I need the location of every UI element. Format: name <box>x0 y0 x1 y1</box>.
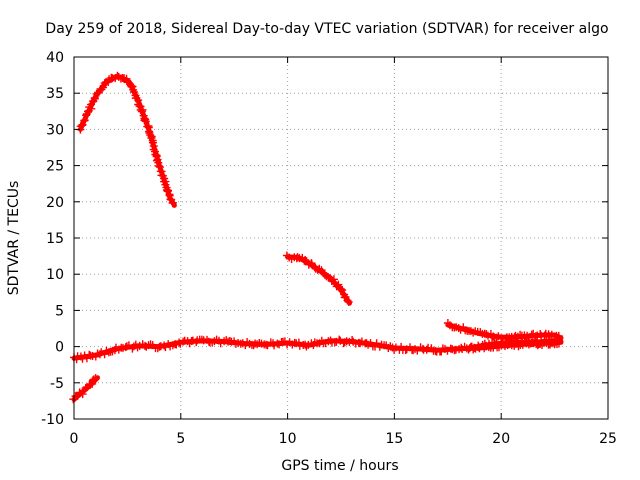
y-tick-label: 15 <box>46 231 64 247</box>
x-tick-label: 0 <box>70 431 79 447</box>
y-tick-label: -5 <box>50 376 64 392</box>
data-series-sat-a <box>76 71 177 208</box>
series-points <box>282 251 353 306</box>
grid <box>74 57 608 419</box>
x-tick-label: 25 <box>599 431 617 447</box>
series-points <box>69 374 100 404</box>
x-axis-label: GPS time / hours <box>281 458 398 474</box>
data-series-sat-c <box>70 335 564 364</box>
data-series-sat-b <box>69 374 100 404</box>
x-tick-label: 20 <box>492 431 510 447</box>
series-points <box>70 335 563 364</box>
x-tick-label: 5 <box>176 431 185 447</box>
x-tick-label: 15 <box>385 431 403 447</box>
data-series-sat-d <box>282 251 353 306</box>
y-tick-label: 5 <box>55 303 64 319</box>
y-tick-label: 35 <box>46 86 64 102</box>
data-series-sat-f <box>464 335 564 354</box>
y-tick-label: 25 <box>46 159 64 175</box>
series-line <box>285 254 352 306</box>
chart-title: Day 259 of 2018, Sidereal Day-to-day VTE… <box>45 21 608 37</box>
series-layer <box>69 71 564 404</box>
x-tick-label: 10 <box>279 431 297 447</box>
y-axis-label: SDTVAR / TECUs <box>6 181 22 296</box>
series-points <box>76 71 177 208</box>
data-series-sat-e <box>443 319 564 343</box>
y-tick-label: 40 <box>46 50 64 66</box>
y-tick-label: -10 <box>41 412 64 428</box>
series-points <box>464 335 563 354</box>
y-tick-label: 10 <box>46 267 64 283</box>
series-points <box>443 319 563 343</box>
axis-ticks: 0 5 10 15 20 25 -10 -5 0 5 10 15 20 25 30 35 40 <box>41 50 617 447</box>
y-tick-label: 20 <box>46 195 64 211</box>
y-tick-label: 30 <box>46 122 64 138</box>
y-tick-label: 0 <box>55 340 64 356</box>
